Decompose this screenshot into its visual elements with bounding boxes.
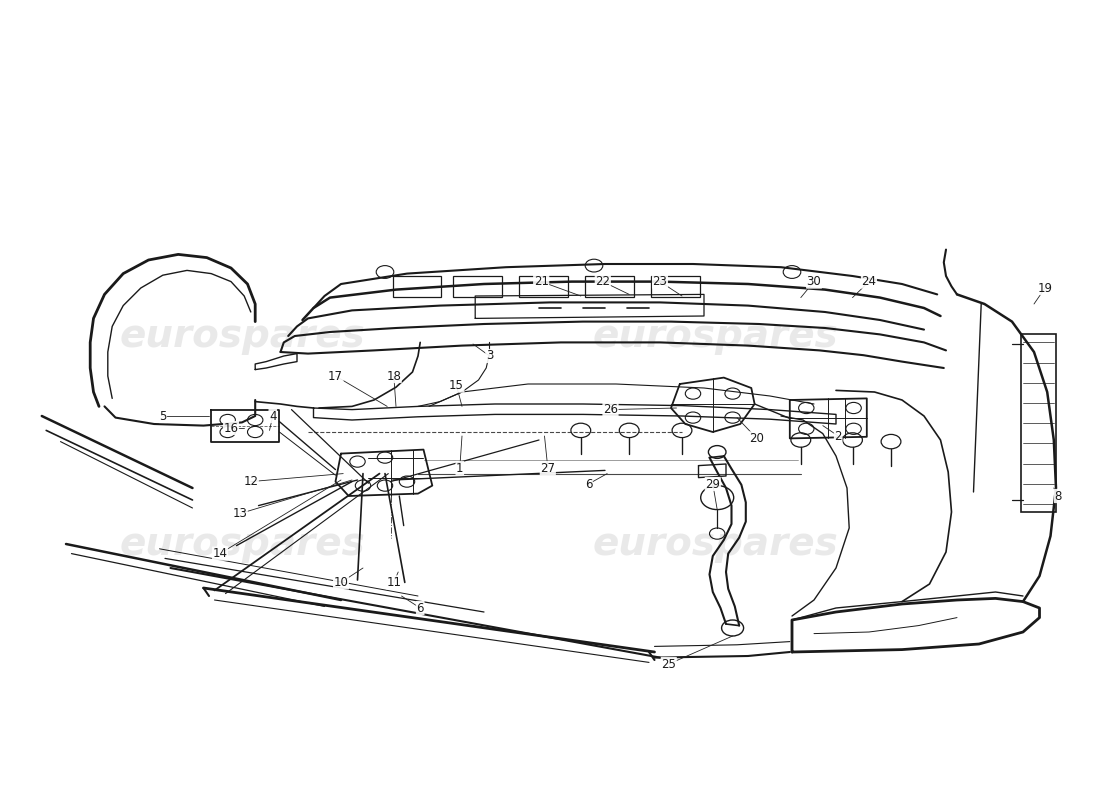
Text: 16: 16 — [223, 422, 239, 434]
Text: 27: 27 — [540, 462, 556, 474]
Text: 17: 17 — [328, 370, 343, 382]
Text: 19: 19 — [1037, 282, 1053, 294]
Text: 3: 3 — [486, 350, 493, 362]
Text: 18: 18 — [386, 370, 402, 382]
Text: 4: 4 — [270, 410, 276, 422]
Text: eurospares: eurospares — [119, 525, 365, 563]
Text: 6: 6 — [585, 478, 592, 490]
Text: 22: 22 — [595, 275, 610, 288]
Text: 29: 29 — [705, 478, 720, 490]
Text: 15: 15 — [449, 379, 464, 392]
Text: 5: 5 — [160, 410, 166, 422]
Text: 12: 12 — [243, 475, 258, 488]
Text: eurospares: eurospares — [119, 317, 365, 355]
Text: 30: 30 — [806, 275, 822, 288]
Text: 10: 10 — [333, 576, 349, 589]
Text: 1: 1 — [456, 462, 463, 474]
Text: 21: 21 — [534, 275, 549, 288]
Text: 6: 6 — [417, 602, 424, 614]
Text: 25: 25 — [661, 658, 676, 670]
Text: eurospares: eurospares — [592, 317, 838, 355]
Text: 26: 26 — [603, 403, 618, 416]
Text: 11: 11 — [386, 576, 402, 589]
Text: 23: 23 — [652, 275, 668, 288]
Text: eurospares: eurospares — [592, 525, 838, 563]
Text: 14: 14 — [212, 547, 228, 560]
Text: 24: 24 — [861, 275, 877, 288]
Text: 20: 20 — [749, 432, 764, 445]
Text: 2: 2 — [835, 430, 842, 442]
Text: 13: 13 — [232, 507, 248, 520]
Text: 8: 8 — [1055, 490, 1061, 502]
